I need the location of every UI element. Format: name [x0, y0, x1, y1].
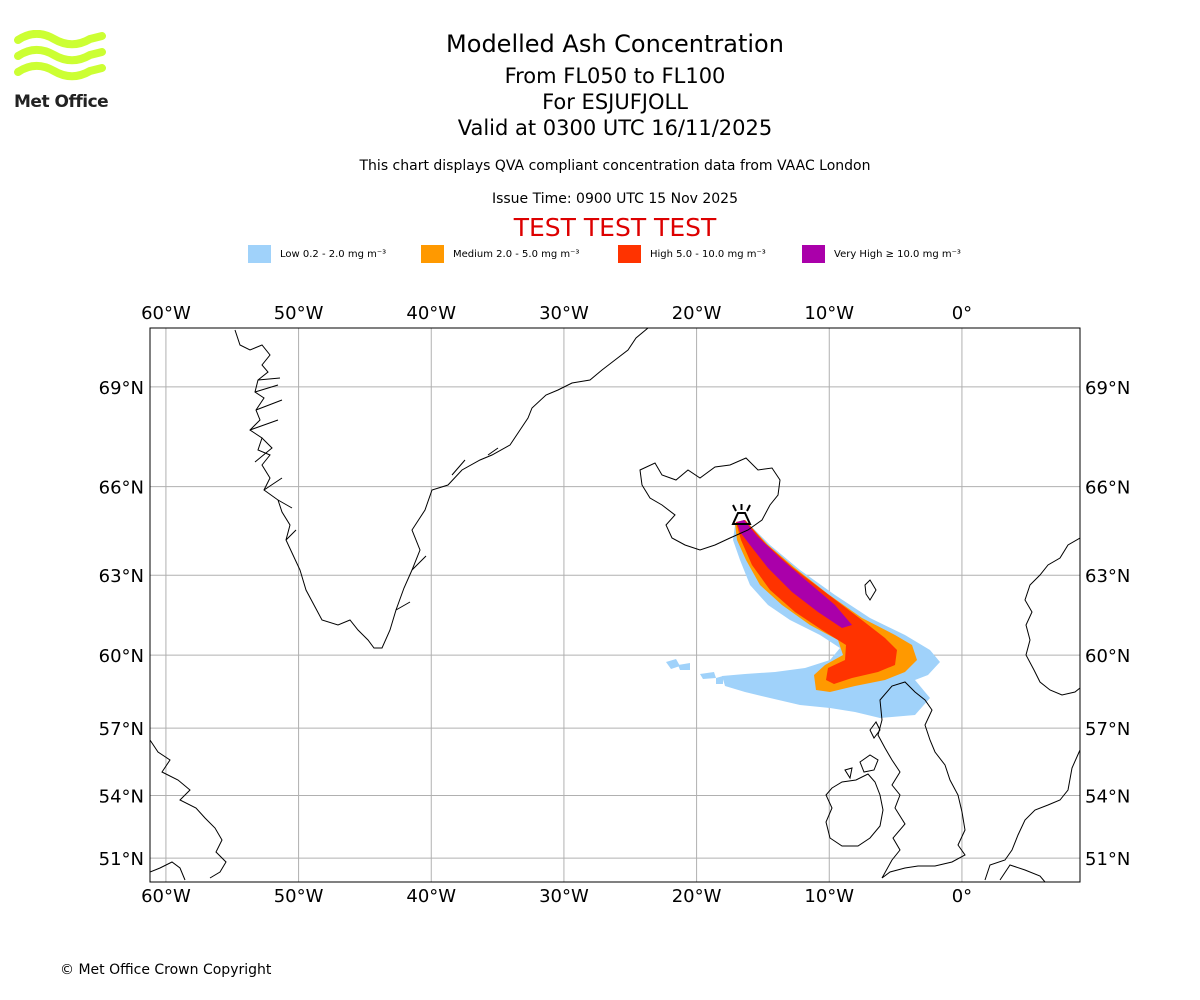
- lat-tick-label-right: 69°N: [1085, 378, 1130, 399]
- lat-tick-label-right: 57°N: [1085, 719, 1130, 740]
- volcano-icon: [731, 504, 752, 525]
- lat-tick-label-right: 63°N: [1085, 566, 1130, 587]
- graticule-grid: [150, 328, 1080, 882]
- lon-tick-label-bottom: 50°W: [274, 886, 324, 907]
- chart-title: Modelled Ash Concentration: [446, 30, 784, 58]
- lon-tick-label-bottom: 10°W: [804, 886, 854, 907]
- legend-swatch-medium: [421, 245, 444, 263]
- coastline-hebrides: [844, 721, 881, 780]
- legend-swatch-high: [618, 245, 641, 263]
- coastline-greenland-fjords: [249, 377, 499, 611]
- legend-item-low: Low 0.2 - 2.0 mg m⁻³: [248, 244, 386, 264]
- map-frame: [149, 327, 1081, 883]
- met-office-logo: Met Office: [14, 30, 110, 112]
- coastline-labrador: [150, 739, 227, 881]
- legend-swatch-low: [248, 245, 271, 263]
- lon-tick-label-top: 50°W: [274, 303, 324, 324]
- lon-tick-label-bottom: 40°W: [406, 886, 456, 907]
- copyright-notice: © Met Office Crown Copyright: [60, 962, 272, 978]
- flight-level-range: From FL050 to FL100: [504, 64, 726, 88]
- issue-time: Issue Time: 0900 UTC 15 Nov 2025: [491, 191, 739, 207]
- lon-tick-label-bottom: 60°W: [141, 886, 191, 907]
- lon-tick-label-top: 60°W: [141, 303, 191, 324]
- coastline-greenland-west: [234, 328, 649, 649]
- lat-tick-label-left: 69°N: [99, 378, 144, 399]
- ash-very-high-band: [737, 520, 852, 628]
- coastline-iceland: [639, 457, 781, 551]
- lon-tick-label-bottom: 30°W: [539, 886, 589, 907]
- lat-tick-label-left: 57°N: [99, 719, 144, 740]
- coastline-scotland: [877, 681, 966, 879]
- lat-tick-label-right: 51°N: [1085, 849, 1130, 870]
- lat-tick-label-left: 51°N: [99, 849, 144, 870]
- lat-tick-label-left: 63°N: [99, 566, 144, 587]
- volcano-name: For ESJUFJOLL: [542, 90, 688, 114]
- legend-item-medium: Medium 2.0 - 5.0 mg m⁻³: [421, 244, 579, 264]
- coastline-continent: [984, 749, 1080, 882]
- legend-item-very-high: Very High ≥ 10.0 mg m⁻³: [802, 244, 961, 264]
- coastlines: [150, 328, 1080, 882]
- legend-label-low: Low 0.2 - 2.0 mg m⁻³: [280, 248, 387, 260]
- lat-tick-label-right: 66°N: [1085, 478, 1130, 499]
- lon-tick-label-top: 40°W: [406, 303, 456, 324]
- ash-plume: [666, 520, 940, 718]
- chart-description: This chart displays QVA compliant concen…: [359, 158, 871, 174]
- lon-tick-label-top: 10°W: [804, 303, 854, 324]
- legend-label-medium: Medium 2.0 - 5.0 mg m⁻³: [453, 248, 580, 260]
- coastline-faroes: [864, 579, 877, 601]
- lat-tick-label-right: 54°N: [1085, 786, 1130, 807]
- lat-tick-label-left: 60°N: [99, 646, 144, 667]
- lat-tick-label-right: 60°N: [1085, 646, 1130, 667]
- validity-time: Valid at 0300 UTC 16/11/2025: [457, 116, 773, 140]
- coastline-norway: [1024, 537, 1080, 696]
- logo-wordmark: Met Office: [14, 92, 109, 112]
- lon-tick-label-top: 30°W: [539, 303, 589, 324]
- lon-tick-label-top: 20°W: [672, 303, 722, 324]
- test-banner: TEST TEST TEST: [513, 213, 717, 242]
- legend-label-high: High 5.0 - 10.0 mg m⁻³: [650, 248, 766, 260]
- ash-low-islands: [666, 659, 723, 684]
- lat-tick-label-left: 66°N: [99, 478, 144, 499]
- met-office-wave-icon: [14, 30, 106, 81]
- legend-swatch-very-high: [802, 245, 825, 263]
- legend-label-very-high: Very High ≥ 10.0 mg m⁻³: [834, 248, 961, 260]
- lon-tick-label-top: 0°: [952, 303, 972, 324]
- lat-tick-label-left: 54°N: [99, 786, 144, 807]
- coastline-ireland: [825, 773, 884, 847]
- lon-tick-label-bottom: 0°: [952, 886, 972, 907]
- lon-tick-label-bottom: 20°W: [672, 886, 722, 907]
- legend-item-high: High 5.0 - 10.0 mg m⁻³: [618, 244, 766, 264]
- axis-tick-labels: 60°W 60°W 50°W 50°W 40°W 40°W 30°W 30°W 20°W 20°W…: [99, 303, 1131, 907]
